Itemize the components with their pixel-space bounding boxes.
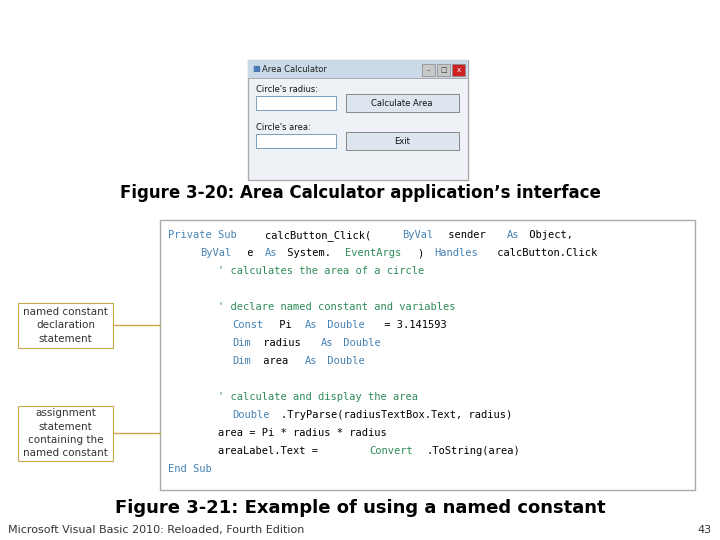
Bar: [18, 406, 113, 461]
Text: area: area: [257, 356, 294, 366]
Text: As: As: [507, 230, 519, 240]
Text: .TryParse(radiusTextBox.Text, radius): .TryParse(radiusTextBox.Text, radius): [281, 410, 512, 420]
Text: Figure 3-20: Area Calculator application’s interface: Figure 3-20: Area Calculator application…: [120, 184, 600, 202]
Text: As: As: [305, 320, 318, 330]
Bar: [422, 64, 435, 76]
Text: Exit: Exit: [394, 137, 410, 145]
Text: Double: Double: [338, 338, 381, 348]
Text: Pi: Pi: [273, 320, 298, 330]
Text: Area Calculator: Area Calculator: [262, 64, 327, 73]
Text: ): ): [418, 248, 431, 258]
Text: ' calculates the area of a circle: ' calculates the area of a circle: [168, 266, 424, 276]
Text: Dim: Dim: [233, 356, 251, 366]
Text: named constant
declaration
statement: named constant declaration statement: [23, 307, 108, 343]
Text: As: As: [265, 248, 277, 258]
Text: Double: Double: [233, 410, 270, 420]
Text: ' calculate and display the area: ' calculate and display the area: [168, 392, 418, 402]
Text: ByVal: ByVal: [200, 248, 232, 258]
Text: calcButton.Click: calcButton.Click: [490, 248, 597, 258]
Text: e: e: [240, 248, 259, 258]
Text: Double: Double: [321, 356, 365, 366]
Bar: [160, 220, 695, 490]
Text: .ToString(area): .ToString(area): [426, 446, 520, 456]
Text: x: x: [456, 67, 461, 73]
Text: Const: Const: [233, 320, 264, 330]
Text: Object,: Object,: [523, 230, 573, 240]
Text: □: □: [440, 67, 447, 73]
Text: areaLabel.Text =: areaLabel.Text =: [168, 446, 324, 456]
Bar: [250, 80, 466, 178]
Bar: [346, 132, 459, 150]
Text: Microsoft Visual Basic 2010: Reloaded, Fourth Edition: Microsoft Visual Basic 2010: Reloaded, F…: [8, 525, 305, 535]
Text: End Sub: End Sub: [168, 464, 212, 474]
Bar: [437, 64, 450, 76]
Text: radius: radius: [257, 338, 307, 348]
Text: assignment
statement
containing the
named constant: assignment statement containing the name…: [23, 408, 108, 458]
Text: As: As: [321, 338, 334, 348]
Text: Double: Double: [321, 320, 365, 330]
Text: calcButton_Click(: calcButton_Click(: [265, 230, 371, 241]
Text: Circle's area:: Circle's area:: [256, 124, 311, 132]
Text: ' declare named constant and variables: ' declare named constant and variables: [168, 302, 456, 312]
Text: –: –: [427, 67, 431, 73]
Bar: [256, 134, 336, 148]
Text: EventArgs: EventArgs: [346, 248, 402, 258]
Text: Circle's radius:: Circle's radius:: [256, 85, 318, 94]
Text: ■: ■: [252, 64, 260, 73]
Text: Private Sub: Private Sub: [168, 230, 243, 240]
Text: Dim: Dim: [233, 338, 251, 348]
Text: ByVal: ByVal: [402, 230, 433, 240]
Bar: [248, 78, 468, 79]
Bar: [248, 60, 468, 180]
Text: System.: System.: [281, 248, 331, 258]
Text: sender: sender: [442, 230, 492, 240]
Bar: [346, 94, 459, 112]
Text: area = Pi * radius * radius: area = Pi * radius * radius: [168, 428, 387, 438]
Bar: [18, 303, 113, 348]
Bar: [248, 60, 468, 78]
Bar: [256, 96, 336, 110]
Text: As: As: [305, 356, 318, 366]
Text: Handles: Handles: [434, 248, 478, 258]
Text: Convert: Convert: [369, 446, 413, 456]
Text: Figure 3-21: Example of using a named constant: Figure 3-21: Example of using a named co…: [114, 499, 606, 517]
Text: Calculate Area: Calculate Area: [372, 98, 433, 107]
Text: = 3.141593: = 3.141593: [378, 320, 446, 330]
Text: 43: 43: [698, 525, 712, 535]
Bar: [452, 64, 465, 76]
